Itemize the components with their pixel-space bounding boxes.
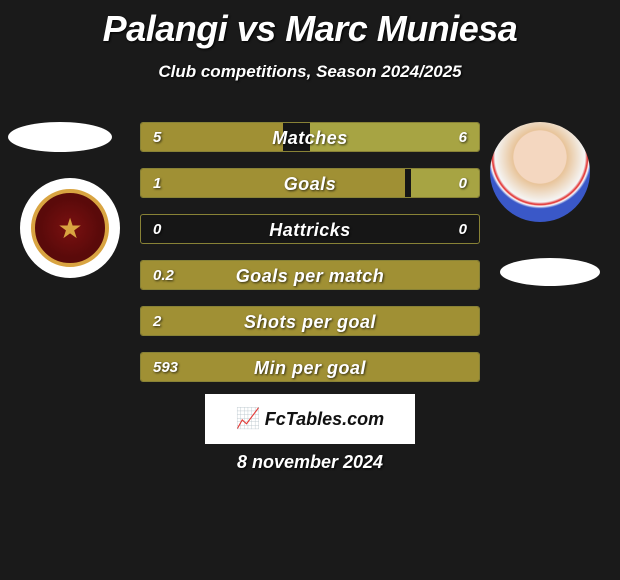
stat-label: Shots per goal (141, 307, 479, 336)
stat-value-left: 5 (153, 123, 161, 152)
player-left-club-badge: ★ (20, 178, 120, 278)
chart-icon: 📈 (236, 409, 261, 429)
stat-value-right: 6 (459, 123, 467, 152)
stat-label: Hattricks (141, 215, 479, 244)
player-right-avatar (490, 122, 590, 222)
watermark-text: FcTables.com (265, 409, 384, 430)
stat-label: Goals per match (141, 261, 479, 290)
player-left-avatar (8, 122, 112, 152)
stat-value-left: 0.2 (153, 261, 174, 290)
page-title: Palangi vs Marc Muniesa (0, 0, 620, 50)
stat-value-right: 0 (459, 169, 467, 198)
watermark: 📈 FcTables.com (205, 394, 415, 444)
footer-date: 8 november 2024 (0, 452, 620, 473)
player-right-club-badge (500, 258, 600, 286)
stat-value-left: 1 (153, 169, 161, 198)
subheader: Club competitions, Season 2024/2025 (0, 62, 620, 82)
stat-row: Goals1 0 (140, 168, 480, 198)
stat-label: Min per goal (141, 353, 479, 382)
stat-row: Min per goal593 (140, 352, 480, 382)
stats-comparison: Matches56Goals10Hattricks00Goals per mat… (140, 122, 480, 398)
club-crest-icon: ★ (31, 189, 109, 267)
stat-value-right: 0 (459, 215, 467, 244)
stat-row: Hattricks0 0 (140, 214, 480, 244)
stat-value-left: 2 (153, 307, 161, 336)
stat-label: Goals (141, 169, 479, 198)
stat-row: Shots per goal2 (140, 306, 480, 336)
stat-label: Matches (141, 123, 479, 152)
stat-row: Matches5 6 (140, 122, 480, 152)
stat-value-left: 593 (153, 353, 178, 382)
stat-value-left: 0 (153, 215, 161, 244)
stat-row: Goals per match0.2 (140, 260, 480, 290)
